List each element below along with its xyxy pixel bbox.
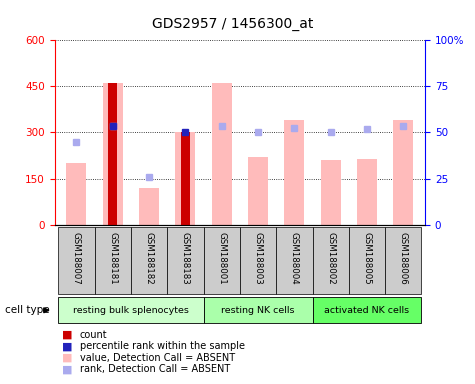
Text: value, Detection Call = ABSENT: value, Detection Call = ABSENT bbox=[80, 353, 235, 363]
Bar bbox=[204, 227, 240, 294]
Bar bbox=[108, 83, 117, 225]
Bar bbox=[276, 227, 313, 294]
Bar bbox=[393, 120, 413, 225]
Text: ■: ■ bbox=[62, 364, 72, 374]
Text: GDS2957 / 1456300_at: GDS2957 / 1456300_at bbox=[152, 17, 314, 31]
Bar bbox=[131, 227, 167, 294]
Text: GSM188182: GSM188182 bbox=[144, 232, 153, 285]
Text: GSM188002: GSM188002 bbox=[326, 232, 335, 285]
Bar bbox=[139, 188, 159, 225]
Text: cell type: cell type bbox=[5, 305, 49, 315]
Bar bbox=[181, 132, 190, 225]
Bar bbox=[285, 120, 304, 225]
Bar bbox=[385, 227, 421, 294]
Text: rank, Detection Call = ABSENT: rank, Detection Call = ABSENT bbox=[80, 364, 230, 374]
Text: count: count bbox=[80, 330, 107, 340]
Text: resting NK cells: resting NK cells bbox=[221, 306, 295, 314]
Bar bbox=[248, 157, 268, 225]
Text: resting bulk splenocytes: resting bulk splenocytes bbox=[73, 306, 189, 314]
Text: GSM188005: GSM188005 bbox=[362, 232, 371, 285]
Text: GSM188183: GSM188183 bbox=[181, 232, 190, 285]
Bar bbox=[66, 163, 86, 225]
Bar bbox=[204, 297, 313, 323]
Bar bbox=[313, 297, 421, 323]
Bar bbox=[167, 227, 204, 294]
Text: activated NK cells: activated NK cells bbox=[324, 306, 409, 314]
Text: GSM188006: GSM188006 bbox=[399, 232, 408, 285]
Bar bbox=[240, 227, 276, 294]
Bar bbox=[175, 132, 195, 225]
Bar bbox=[313, 227, 349, 294]
Bar bbox=[357, 159, 377, 225]
Bar bbox=[349, 227, 385, 294]
Text: ■: ■ bbox=[62, 341, 72, 351]
Text: GSM188004: GSM188004 bbox=[290, 232, 299, 285]
Bar bbox=[58, 297, 204, 323]
Text: GSM188001: GSM188001 bbox=[217, 232, 226, 285]
Text: GSM188181: GSM188181 bbox=[108, 232, 117, 285]
Bar bbox=[58, 227, 95, 294]
Bar bbox=[103, 83, 123, 225]
Text: ■: ■ bbox=[62, 353, 72, 363]
Bar bbox=[95, 227, 131, 294]
Text: GSM188007: GSM188007 bbox=[72, 232, 81, 285]
Text: percentile rank within the sample: percentile rank within the sample bbox=[80, 341, 245, 351]
Text: GSM188003: GSM188003 bbox=[254, 232, 263, 285]
Bar bbox=[321, 160, 341, 225]
Bar bbox=[212, 83, 232, 225]
Text: ■: ■ bbox=[62, 330, 72, 340]
